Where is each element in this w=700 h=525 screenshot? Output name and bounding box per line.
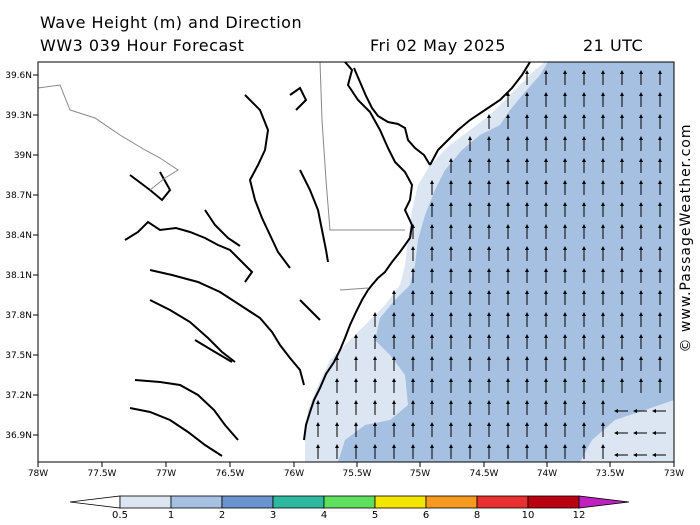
lat-label: 39.6N <box>5 71 32 81</box>
lat-label: 37.8N <box>5 311 32 321</box>
legend-label: 3 <box>270 510 276 521</box>
lat-label: 39N <box>14 151 32 161</box>
lon-label: 74.5W <box>470 469 499 479</box>
wave-band-medium <box>338 62 674 462</box>
lat-label: 38.1N <box>5 271 32 281</box>
lon-label: 73.5W <box>596 469 625 479</box>
wave-height-legend: 0.5 1 2 3 4 5 6 8 10 12 <box>69 495 630 521</box>
lat-label: 38.4N <box>5 231 32 241</box>
legend-swatch <box>221 495 274 509</box>
legend-label: 5 <box>372 510 378 521</box>
legend-label: 4 <box>321 510 327 521</box>
legend-min-arrow <box>69 495 121 509</box>
lon-label: 76W <box>284 469 304 479</box>
map-frame <box>37 61 675 463</box>
legend-label: 8 <box>474 510 480 521</box>
legend-label: 12 <box>573 510 586 521</box>
legend-swatch <box>170 495 223 509</box>
latitude-axis: 39.6N 39.3N 39N 38.7N 38.4N 38.1N 37.8N 37.5N 37… <box>5 71 38 441</box>
lat-label: 36.9N <box>5 431 32 441</box>
legend-swatch <box>476 495 529 509</box>
legend-label: 1 <box>168 510 174 521</box>
chart-title: Wave Height (m) and Direction <box>40 13 303 32</box>
longitude-axis: 78W 77.5W 77W 76.5W 76W 75.5W 75W 74.5W 74W 73.5W… <box>28 462 684 479</box>
legend-label: 6 <box>423 510 429 521</box>
lat-label: 39.3N <box>5 111 32 121</box>
wave-band-light-se <box>585 412 674 462</box>
legend-label: 0.5 <box>112 510 128 521</box>
forecast-subtitle: WW3 039 Hour Forecast <box>40 36 245 55</box>
lat-label: 38.7N <box>5 191 32 201</box>
legend-swatch <box>119 495 172 509</box>
lon-label: 78W <box>28 469 48 479</box>
legend-swatch <box>272 495 325 509</box>
coastline <box>124 62 531 457</box>
forecast-time: 21 UTC <box>583 36 644 55</box>
legend-label: 10 <box>522 510 535 521</box>
lon-label: 73W <box>664 469 684 479</box>
lat-label: 37.2N <box>5 391 32 401</box>
forecast-date: Fri 02 May 2025 <box>370 36 506 55</box>
lon-label: 74W <box>537 469 557 479</box>
legend-label: 2 <box>219 510 225 521</box>
lon-label: 77W <box>156 469 176 479</box>
legend-swatch <box>425 495 478 509</box>
legend-max-arrow <box>578 495 630 509</box>
wave-direction-arrows <box>316 70 666 459</box>
lon-label: 76.5W <box>216 469 245 479</box>
state-boundaries <box>38 62 405 291</box>
lat-label: 37.5N <box>5 351 32 361</box>
legend-swatch <box>527 495 580 509</box>
legend-swatch <box>374 495 427 509</box>
lon-label: 75.5W <box>343 469 372 479</box>
lon-label: 75W <box>410 469 430 479</box>
legend-swatch <box>323 495 376 509</box>
lon-label: 77.5W <box>88 469 117 479</box>
